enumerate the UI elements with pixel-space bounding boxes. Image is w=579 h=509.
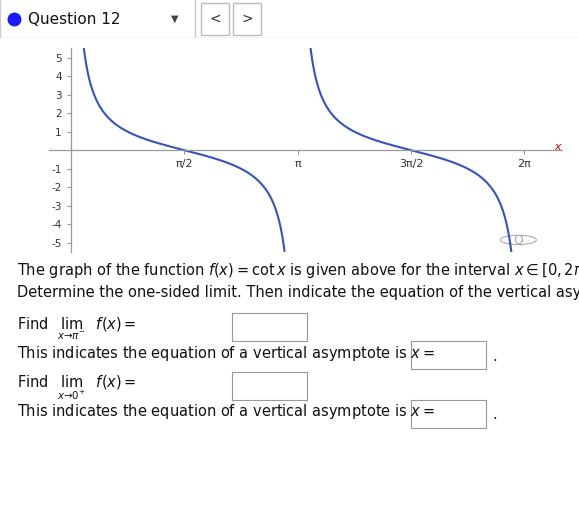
- Text: Q: Q: [514, 234, 523, 246]
- Text: >: >: [241, 12, 253, 26]
- Text: Question 12: Question 12: [28, 12, 120, 26]
- Text: This indicates the equation of a vertical asymptote is $x =$: This indicates the equation of a vertica…: [17, 402, 435, 421]
- Text: x: x: [555, 142, 561, 152]
- Text: .: .: [492, 349, 497, 363]
- Text: <: <: [209, 12, 221, 26]
- FancyBboxPatch shape: [201, 3, 229, 35]
- Text: The graph of the function $f(x) = \cot x$ is given above for the interval $x \in: The graph of the function $f(x) = \cot x…: [17, 261, 579, 280]
- Text: Find  $\lim_{x \to \pi^-}$  $f(x) =$: Find $\lim_{x \to \pi^-}$ $f(x) =$: [17, 316, 137, 342]
- Text: Determine the one-sided limit. Then indicate the equation of the vertical asympt: Determine the one-sided limit. Then indi…: [17, 285, 579, 300]
- Text: Find  $\lim_{x \to 0^+}$  $f(x) =$: Find $\lim_{x \to 0^+}$ $f(x) =$: [17, 374, 137, 402]
- FancyBboxPatch shape: [233, 3, 261, 35]
- Text: This indicates the equation of a vertical asymptote is $x =$: This indicates the equation of a vertica…: [17, 344, 435, 362]
- Text: ▼: ▼: [171, 14, 179, 24]
- Text: .: .: [492, 407, 497, 422]
